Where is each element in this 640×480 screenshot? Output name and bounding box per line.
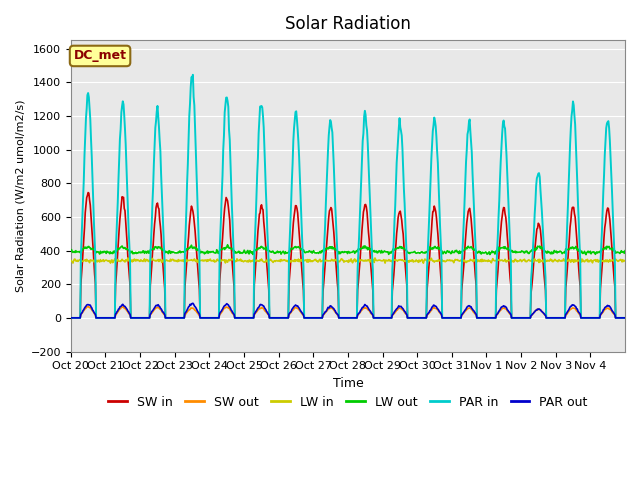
Text: DC_met: DC_met — [74, 49, 127, 62]
Y-axis label: Solar Radiation (W/m2 umol/m2/s): Solar Radiation (W/m2 umol/m2/s) — [15, 99, 25, 292]
Legend: SW in, SW out, LW in, LW out, PAR in, PAR out: SW in, SW out, LW in, LW out, PAR in, PA… — [103, 391, 593, 414]
X-axis label: Time: Time — [333, 377, 364, 390]
Title: Solar Radiation: Solar Radiation — [285, 15, 411, 33]
